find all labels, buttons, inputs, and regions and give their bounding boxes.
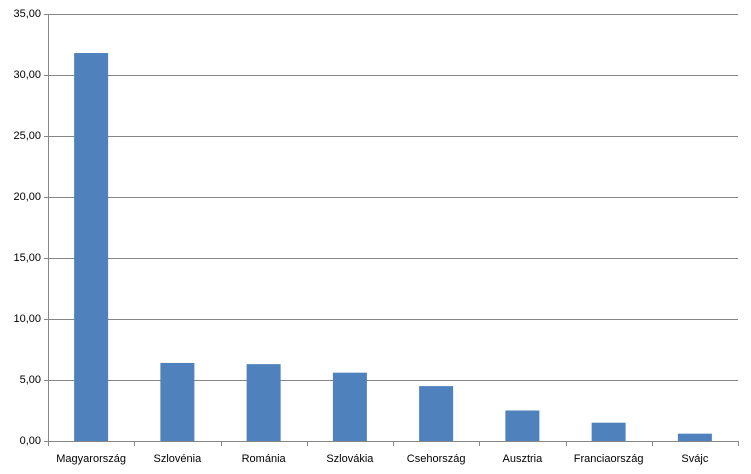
x-tick-label: Magyarország — [56, 453, 126, 465]
bar — [419, 386, 454, 441]
bar — [677, 433, 712, 441]
bar — [246, 364, 281, 441]
x-tick-label: Románia — [242, 453, 287, 465]
bar — [160, 362, 195, 441]
bar — [74, 53, 109, 441]
y-tick-label: 0,00 — [20, 435, 41, 447]
bar — [505, 410, 540, 441]
y-tick-label: 15,00 — [13, 252, 41, 264]
x-tick-label: Szlovénia — [154, 453, 203, 465]
y-tick-label: 5,00 — [20, 374, 41, 386]
y-tick-label: 25,00 — [13, 130, 41, 142]
bar — [332, 372, 367, 441]
x-tick-label: Franciaország — [574, 453, 644, 465]
bar — [591, 422, 626, 441]
y-tick-label: 35,00 — [13, 8, 41, 20]
y-tick-label: 10,00 — [13, 313, 41, 325]
x-tick-label: Csehország — [407, 453, 466, 465]
x-tick-label: Ausztria — [503, 453, 544, 465]
y-tick-label: 30,00 — [13, 69, 41, 81]
x-tick-label: Szlovákia — [326, 453, 374, 465]
y-tick-label: 20,00 — [13, 191, 41, 203]
x-tick-label: Svájc — [681, 453, 708, 465]
